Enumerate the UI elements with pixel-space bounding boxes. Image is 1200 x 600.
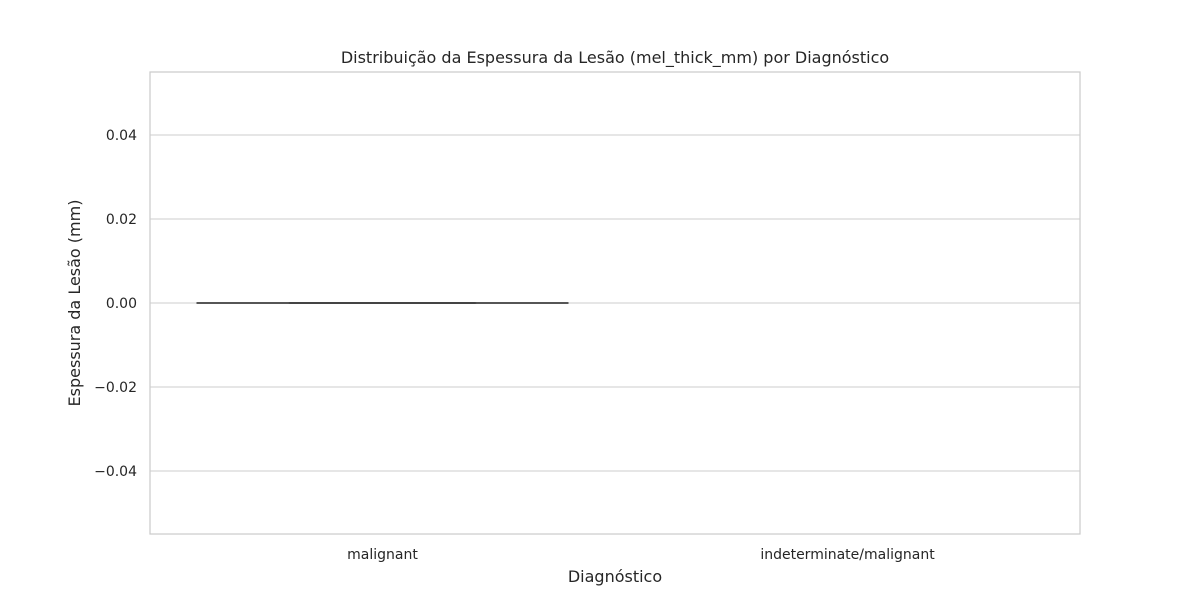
y-tick-label: −0.04 [94, 464, 137, 480]
y-tick-labels: −0.04 −0.02 0.00 0.02 0.04 [94, 128, 137, 480]
y-axis-label: Espessura da Lesão (mm) [65, 200, 84, 407]
y-tick-label: −0.02 [94, 380, 137, 396]
x-tick-labels: malignant indeterminate/malignant [347, 547, 935, 563]
x-tick-label: indeterminate/malignant [760, 547, 935, 563]
y-tick-label: 0.02 [106, 212, 137, 228]
chart-title: Distribuição da Espessura da Lesão (mel_… [341, 48, 889, 68]
x-tick-label: malignant [347, 547, 418, 563]
x-axis-label: Diagnóstico [568, 567, 662, 586]
y-tick-label: 0.00 [106, 296, 137, 312]
y-tick-label: 0.04 [106, 128, 137, 144]
plot-frame [149, 71, 1081, 535]
